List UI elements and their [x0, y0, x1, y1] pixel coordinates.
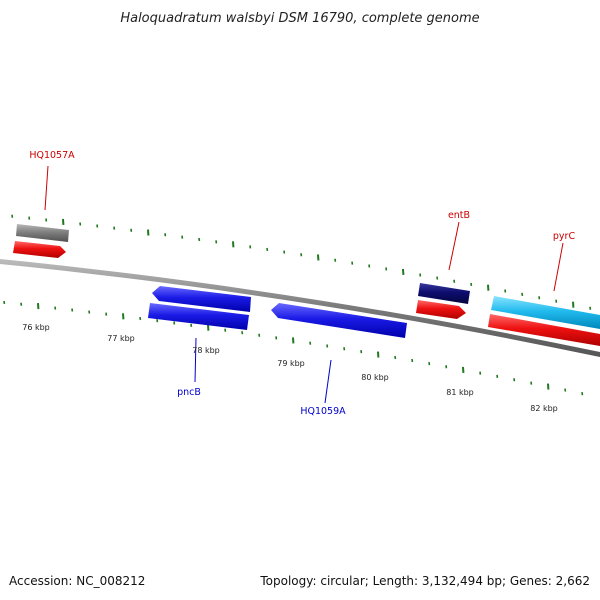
feature-blue-reverse-2[interactable]: [148, 303, 249, 330]
kbp-label-79: 79 kbp: [277, 359, 305, 368]
inner-tick-ring: [3, 300, 584, 396]
gene-label-pyrc[interactable]: pyrC: [553, 231, 576, 242]
kbp-label-80: 80 kbp: [361, 373, 389, 382]
feature-blue-reverse-1[interactable]: [152, 286, 251, 312]
outer-tick-ring: [11, 214, 592, 310]
leader-entb: [448, 221, 460, 271]
kbp-label-81: 81 kbp: [446, 388, 474, 397]
gene-label-hq1059a[interactable]: HQ1059A: [300, 406, 346, 417]
feature-red-forward-2[interactable]: [416, 300, 466, 319]
feature-red-forward-1[interactable]: [13, 241, 66, 258]
kbp-label-82: 82 kbp: [530, 404, 558, 413]
leader-hq1057a: [44, 165, 49, 211]
gene-label-pncb[interactable]: pncB: [177, 387, 201, 398]
kbp-label-77: 77 kbp: [107, 334, 135, 343]
leader-pncb: [194, 337, 197, 383]
feature-red-forward-3[interactable]: [488, 314, 600, 346]
feature-blue-reverse-3[interactable]: [271, 303, 407, 338]
map-title: Haloquadratum walsbyi DSM 16790, complet…: [120, 11, 479, 26]
feature-grey-forward[interactable]: [16, 224, 69, 242]
gene-label-hq1057a[interactable]: HQ1057A: [29, 150, 75, 161]
accession-text: Accession: NC_008212: [9, 574, 146, 588]
genome-summary-text: Topology: circular; Length: 3,132,494 bp…: [260, 574, 590, 588]
leader-hq1059a: [324, 359, 332, 404]
kbp-label-78: 78 kbp: [192, 346, 220, 355]
feature-navy-forward[interactable]: [418, 283, 470, 304]
genome-backbone: [0, 259, 600, 357]
feature-cyan-forward[interactable]: [491, 296, 600, 329]
leader-pyrc: [553, 242, 564, 292]
kbp-label-76: 76 kbp: [22, 323, 50, 332]
gene-label-entb[interactable]: entB: [448, 210, 470, 221]
